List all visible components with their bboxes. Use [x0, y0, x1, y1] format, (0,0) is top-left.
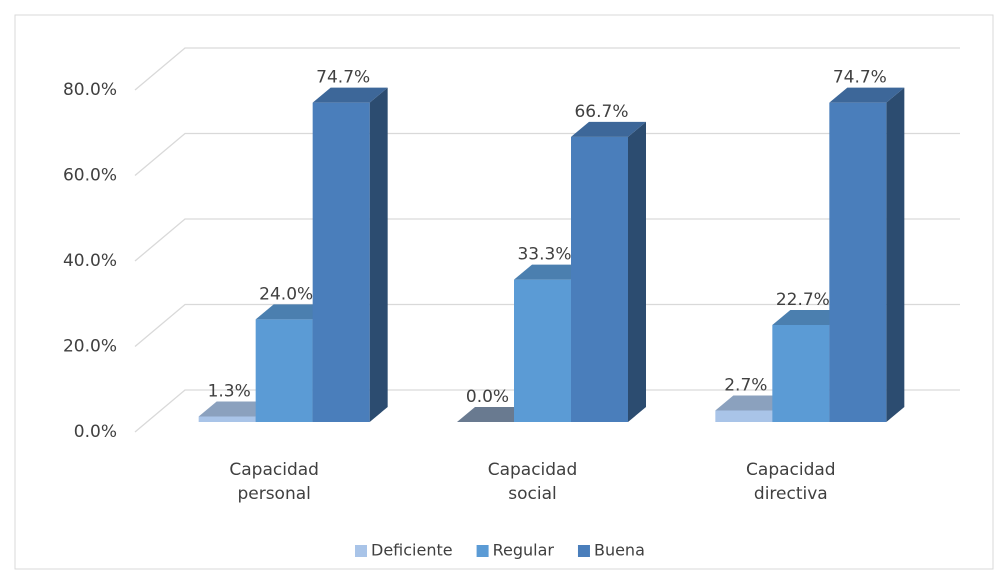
grid-line [134, 303, 960, 347]
bar [312, 87, 388, 422]
y-tick-label: 20.0% [63, 337, 117, 357]
value-label: 0.0% [466, 387, 509, 407]
x-tick-line: directiva [754, 484, 828, 504]
y-tick-label: 40.0% [63, 251, 117, 271]
legend-label: Regular [493, 541, 555, 560]
bar [829, 87, 905, 422]
x-tick-line: Capacidad [746, 460, 836, 480]
x-tick-label: Capacidad personal [229, 460, 319, 504]
bar-top [715, 395, 791, 411]
value-label: 74.7% [316, 68, 370, 88]
bar-front [772, 324, 830, 422]
y-tick-label: 0.0% [74, 422, 117, 442]
bar-top [772, 309, 848, 325]
grid-line [134, 132, 960, 176]
bar-front [255, 319, 313, 422]
bar-front [312, 102, 370, 422]
legend-swatch [355, 545, 367, 557]
grid-line [134, 218, 960, 262]
bar-front [715, 410, 773, 422]
bar-top [255, 304, 331, 320]
x-tick-line: social [508, 484, 556, 504]
y-tick-label: 60.0% [63, 166, 117, 186]
x-tick-line: Capacidad [488, 460, 578, 480]
bar-front [829, 102, 887, 422]
legend-label: Deficiente [371, 541, 453, 560]
bar-top [198, 401, 274, 417]
bar-side [369, 87, 388, 422]
bar-top [312, 87, 388, 103]
bar [457, 407, 532, 422]
bar-top [514, 264, 589, 280]
bar-top [571, 121, 646, 137]
value-label: 22.7% [776, 290, 830, 310]
value-label: 66.7% [574, 102, 628, 122]
bar-front [514, 279, 571, 422]
x-tick-line: personal [237, 484, 310, 504]
bar-side [628, 121, 646, 423]
y-tick-label: 80.0% [63, 80, 117, 100]
value-label: 74.7% [833, 68, 887, 88]
bar-side [886, 87, 905, 422]
value-label: 33.3% [517, 245, 571, 265]
x-tick-line: Capacidad [229, 460, 319, 480]
x-tick-label: Capacidad social [488, 460, 578, 504]
grid-line [134, 47, 960, 91]
legend-swatch [476, 545, 489, 557]
bar [571, 121, 646, 423]
legend-label: Buena [594, 541, 645, 560]
bar-front [198, 416, 256, 422]
grid-line [134, 389, 960, 433]
x-tick-label: Capacidad directiva [746, 460, 836, 504]
bar-top [829, 87, 905, 103]
value-label: 2.7% [724, 375, 767, 395]
bar-top [457, 407, 532, 422]
value-label: 24.0% [259, 284, 313, 304]
value-label: 1.3% [208, 381, 251, 401]
bar-front [571, 136, 628, 423]
legend-swatch [577, 545, 590, 557]
